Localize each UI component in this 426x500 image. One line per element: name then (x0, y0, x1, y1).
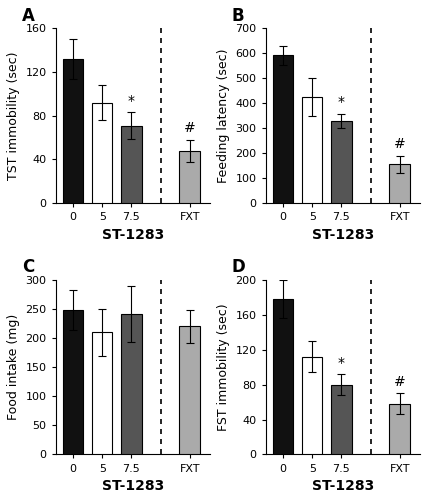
Bar (272, 299, 293, 454)
Bar (301, 356, 322, 454)
Text: B: B (231, 7, 244, 25)
Bar (301, 97, 322, 203)
X-axis label: ST-1283: ST-1283 (101, 228, 164, 241)
Text: #: # (393, 138, 405, 151)
X-axis label: ST-1283: ST-1283 (311, 479, 373, 493)
Bar (92, 102, 112, 203)
Text: *: * (337, 356, 344, 370)
Y-axis label: Food intake (mg): Food intake (mg) (7, 314, 20, 420)
Bar (331, 121, 351, 203)
Text: *: * (337, 96, 344, 110)
Bar (389, 404, 409, 454)
Bar (179, 326, 199, 454)
Bar (63, 59, 83, 203)
Text: C: C (22, 258, 34, 276)
Bar (179, 150, 199, 203)
Bar (121, 314, 141, 454)
X-axis label: ST-1283: ST-1283 (311, 228, 373, 241)
Y-axis label: TST immobility (sec): TST immobility (sec) (7, 52, 20, 180)
Text: #: # (183, 122, 195, 136)
Text: A: A (22, 7, 35, 25)
Bar (92, 332, 112, 454)
Y-axis label: Feeding latency (sec): Feeding latency (sec) (216, 48, 230, 183)
Bar (121, 126, 141, 203)
Y-axis label: FST immobility (sec): FST immobility (sec) (216, 304, 230, 431)
X-axis label: ST-1283: ST-1283 (101, 479, 164, 493)
Text: *: * (127, 94, 135, 108)
Bar (331, 384, 351, 454)
Text: D: D (231, 258, 245, 276)
Bar (63, 310, 83, 454)
Bar (389, 164, 409, 203)
Bar (272, 56, 293, 203)
Text: #: # (393, 375, 405, 389)
